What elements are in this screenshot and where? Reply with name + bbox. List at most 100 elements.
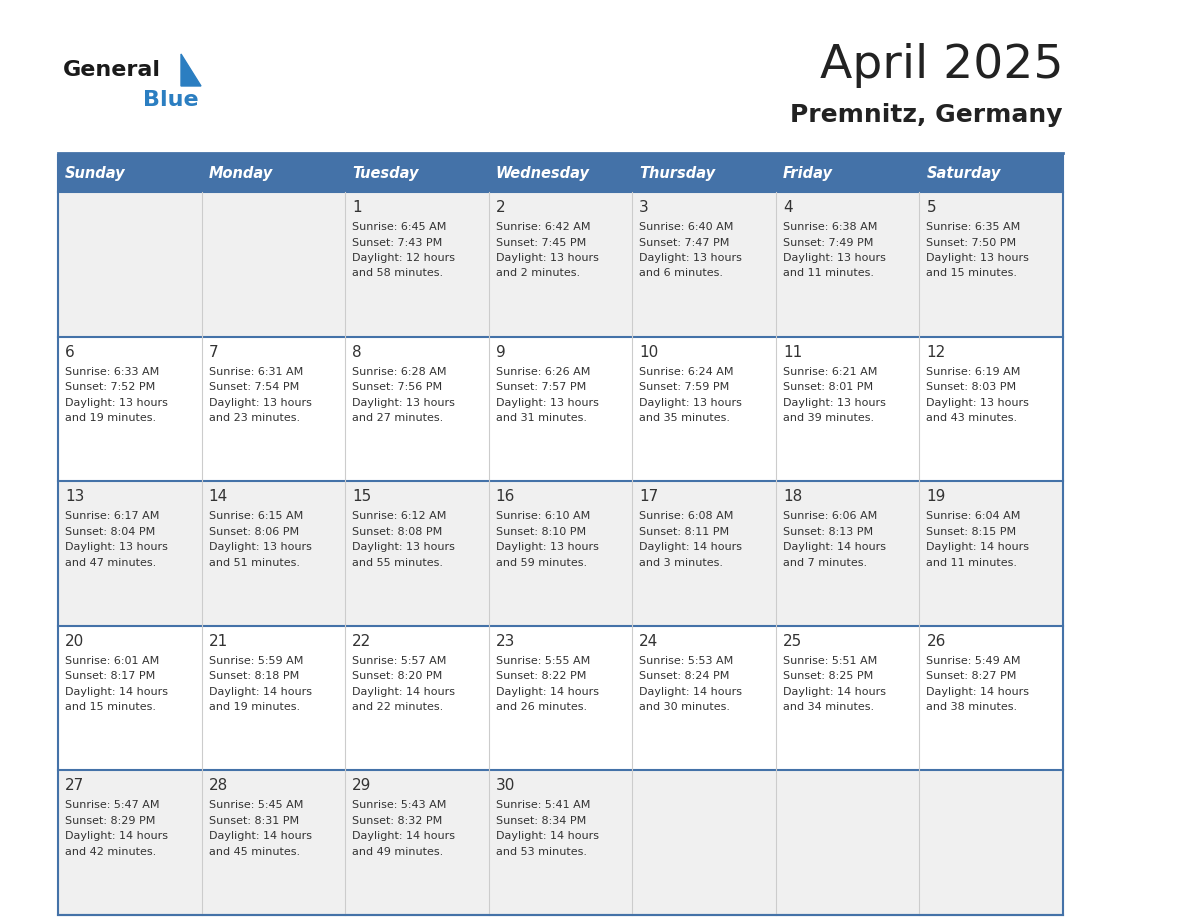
Text: Sunset: 8:31 PM: Sunset: 8:31 PM bbox=[209, 816, 298, 826]
Text: 16: 16 bbox=[495, 489, 516, 504]
Text: 22: 22 bbox=[352, 633, 372, 649]
Text: and 19 minutes.: and 19 minutes. bbox=[209, 702, 299, 712]
Text: 5: 5 bbox=[927, 200, 936, 215]
Bar bbox=[920, 481, 1063, 626]
Bar bbox=[346, 337, 488, 481]
Text: and 58 minutes.: and 58 minutes. bbox=[352, 268, 443, 278]
Text: Daylight: 13 hours: Daylight: 13 hours bbox=[783, 397, 886, 408]
Text: Sunrise: 6:42 AM: Sunrise: 6:42 AM bbox=[495, 222, 590, 232]
Bar bbox=[58, 155, 1063, 915]
Text: 27: 27 bbox=[65, 778, 84, 793]
Text: 2: 2 bbox=[495, 200, 505, 215]
Bar bbox=[632, 481, 776, 626]
Text: Daylight: 14 hours: Daylight: 14 hours bbox=[209, 687, 311, 697]
Text: Sunset: 8:01 PM: Sunset: 8:01 PM bbox=[783, 382, 873, 392]
Text: and 26 minutes.: and 26 minutes. bbox=[495, 702, 587, 712]
Bar bbox=[202, 481, 346, 626]
Text: and 43 minutes.: and 43 minutes. bbox=[927, 413, 1018, 423]
Bar bbox=[202, 337, 346, 481]
Bar bbox=[488, 337, 632, 481]
Text: Daylight: 14 hours: Daylight: 14 hours bbox=[65, 832, 168, 842]
Text: Sunset: 8:29 PM: Sunset: 8:29 PM bbox=[65, 816, 156, 826]
Text: Sunrise: 6:17 AM: Sunrise: 6:17 AM bbox=[65, 511, 159, 521]
Text: Daylight: 13 hours: Daylight: 13 hours bbox=[927, 253, 1029, 263]
Text: Sunset: 7:49 PM: Sunset: 7:49 PM bbox=[783, 238, 873, 248]
Text: 28: 28 bbox=[209, 778, 228, 793]
Text: 25: 25 bbox=[783, 633, 802, 649]
Text: and 59 minutes.: and 59 minutes. bbox=[495, 558, 587, 567]
Text: General: General bbox=[63, 60, 162, 80]
Bar bbox=[202, 770, 346, 915]
Text: Daylight: 13 hours: Daylight: 13 hours bbox=[209, 397, 311, 408]
Text: 11: 11 bbox=[783, 344, 802, 360]
Text: and 7 minutes.: and 7 minutes. bbox=[783, 558, 867, 567]
Text: Daylight: 13 hours: Daylight: 13 hours bbox=[352, 397, 455, 408]
Text: Sunset: 7:56 PM: Sunset: 7:56 PM bbox=[352, 382, 442, 392]
Text: 18: 18 bbox=[783, 489, 802, 504]
Text: Daylight: 13 hours: Daylight: 13 hours bbox=[209, 543, 311, 553]
Text: Sunrise: 6:45 AM: Sunrise: 6:45 AM bbox=[352, 222, 447, 232]
Text: Daylight: 13 hours: Daylight: 13 hours bbox=[495, 543, 599, 553]
Text: Daylight: 14 hours: Daylight: 14 hours bbox=[209, 832, 311, 842]
Bar bbox=[632, 155, 776, 192]
Text: 4: 4 bbox=[783, 200, 792, 215]
Text: 14: 14 bbox=[209, 489, 228, 504]
Text: Sunset: 7:43 PM: Sunset: 7:43 PM bbox=[352, 238, 442, 248]
Text: Sunset: 8:32 PM: Sunset: 8:32 PM bbox=[352, 816, 442, 826]
Text: Sunrise: 6:01 AM: Sunrise: 6:01 AM bbox=[65, 655, 159, 666]
Text: Sunset: 8:13 PM: Sunset: 8:13 PM bbox=[783, 527, 873, 537]
Text: Sunset: 8:20 PM: Sunset: 8:20 PM bbox=[352, 671, 442, 681]
Bar bbox=[346, 481, 488, 626]
Text: Sunrise: 6:21 AM: Sunrise: 6:21 AM bbox=[783, 366, 877, 376]
Bar bbox=[632, 192, 776, 337]
Text: and 39 minutes.: and 39 minutes. bbox=[783, 413, 874, 423]
Text: Daylight: 13 hours: Daylight: 13 hours bbox=[495, 397, 599, 408]
Bar bbox=[776, 192, 920, 337]
Text: Daylight: 14 hours: Daylight: 14 hours bbox=[495, 687, 599, 697]
Text: Sunrise: 6:31 AM: Sunrise: 6:31 AM bbox=[209, 366, 303, 376]
Text: and 31 minutes.: and 31 minutes. bbox=[495, 413, 587, 423]
Text: Sunrise: 6:40 AM: Sunrise: 6:40 AM bbox=[639, 222, 734, 232]
Text: 3: 3 bbox=[639, 200, 649, 215]
Text: 21: 21 bbox=[209, 633, 228, 649]
Text: and 45 minutes.: and 45 minutes. bbox=[209, 847, 299, 856]
Bar bbox=[632, 626, 776, 770]
Text: Sunrise: 6:24 AM: Sunrise: 6:24 AM bbox=[639, 366, 734, 376]
Text: 20: 20 bbox=[65, 633, 84, 649]
Text: Sunrise: 6:04 AM: Sunrise: 6:04 AM bbox=[927, 511, 1020, 521]
Bar bbox=[920, 626, 1063, 770]
Text: Sunset: 7:45 PM: Sunset: 7:45 PM bbox=[495, 238, 586, 248]
Text: Daylight: 13 hours: Daylight: 13 hours bbox=[65, 543, 168, 553]
Bar bbox=[346, 155, 488, 192]
Text: Sunrise: 6:06 AM: Sunrise: 6:06 AM bbox=[783, 511, 877, 521]
Text: Sunrise: 6:08 AM: Sunrise: 6:08 AM bbox=[639, 511, 734, 521]
Text: 10: 10 bbox=[639, 344, 658, 360]
Text: Daylight: 12 hours: Daylight: 12 hours bbox=[352, 253, 455, 263]
Bar bbox=[58, 481, 202, 626]
Text: and 2 minutes.: and 2 minutes. bbox=[495, 268, 580, 278]
Bar bbox=[202, 192, 346, 337]
Text: 6: 6 bbox=[65, 344, 75, 360]
Bar bbox=[488, 155, 632, 192]
Text: 24: 24 bbox=[639, 633, 658, 649]
Text: Sunrise: 5:43 AM: Sunrise: 5:43 AM bbox=[352, 800, 447, 811]
Text: April 2025: April 2025 bbox=[820, 42, 1063, 87]
Text: Sunrise: 5:45 AM: Sunrise: 5:45 AM bbox=[209, 800, 303, 811]
Text: 1: 1 bbox=[352, 200, 362, 215]
Text: Sunset: 8:03 PM: Sunset: 8:03 PM bbox=[927, 382, 1017, 392]
Text: 9: 9 bbox=[495, 344, 505, 360]
Text: and 15 minutes.: and 15 minutes. bbox=[927, 268, 1017, 278]
Text: Sunrise: 5:47 AM: Sunrise: 5:47 AM bbox=[65, 800, 159, 811]
Text: Sunrise: 6:28 AM: Sunrise: 6:28 AM bbox=[352, 366, 447, 376]
Text: Sunrise: 6:12 AM: Sunrise: 6:12 AM bbox=[352, 511, 447, 521]
Text: Sunset: 8:04 PM: Sunset: 8:04 PM bbox=[65, 527, 156, 537]
Text: Daylight: 14 hours: Daylight: 14 hours bbox=[927, 687, 1030, 697]
Bar bbox=[776, 626, 920, 770]
Bar bbox=[920, 192, 1063, 337]
Text: Sunset: 8:22 PM: Sunset: 8:22 PM bbox=[495, 671, 586, 681]
Text: Sunset: 7:59 PM: Sunset: 7:59 PM bbox=[639, 382, 729, 392]
Bar bbox=[632, 770, 776, 915]
Bar bbox=[58, 337, 202, 481]
Text: and 49 minutes.: and 49 minutes. bbox=[352, 847, 443, 856]
Text: and 34 minutes.: and 34 minutes. bbox=[783, 702, 874, 712]
